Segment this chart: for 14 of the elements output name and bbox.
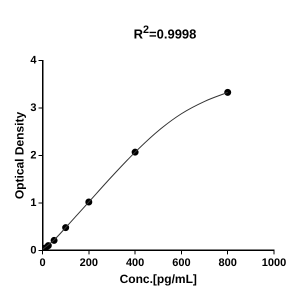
y-tick-label: 0 bbox=[30, 244, 37, 256]
y-tick-label: 1 bbox=[30, 196, 37, 209]
x-tick-label: 600 bbox=[172, 257, 191, 270]
x-axis-title: Conc.[pg/mL] bbox=[120, 272, 197, 286]
y-tick-label: 2 bbox=[30, 150, 37, 162]
x-tick-label: 800 bbox=[218, 257, 237, 270]
x-tick-label: 200 bbox=[80, 257, 98, 270]
y-tick-label: 4 bbox=[30, 54, 38, 67]
chart-title: R$^{2}$=0.9998 bbox=[132, 23, 198, 44]
x-tick-label: 0 bbox=[39, 257, 46, 270]
x-tick-label: 1000 bbox=[262, 257, 286, 270]
y-tick-label: 3 bbox=[30, 102, 37, 114]
y-axis-title: Optical Density bbox=[12, 111, 27, 200]
x-tick-label: 400 bbox=[126, 257, 144, 270]
